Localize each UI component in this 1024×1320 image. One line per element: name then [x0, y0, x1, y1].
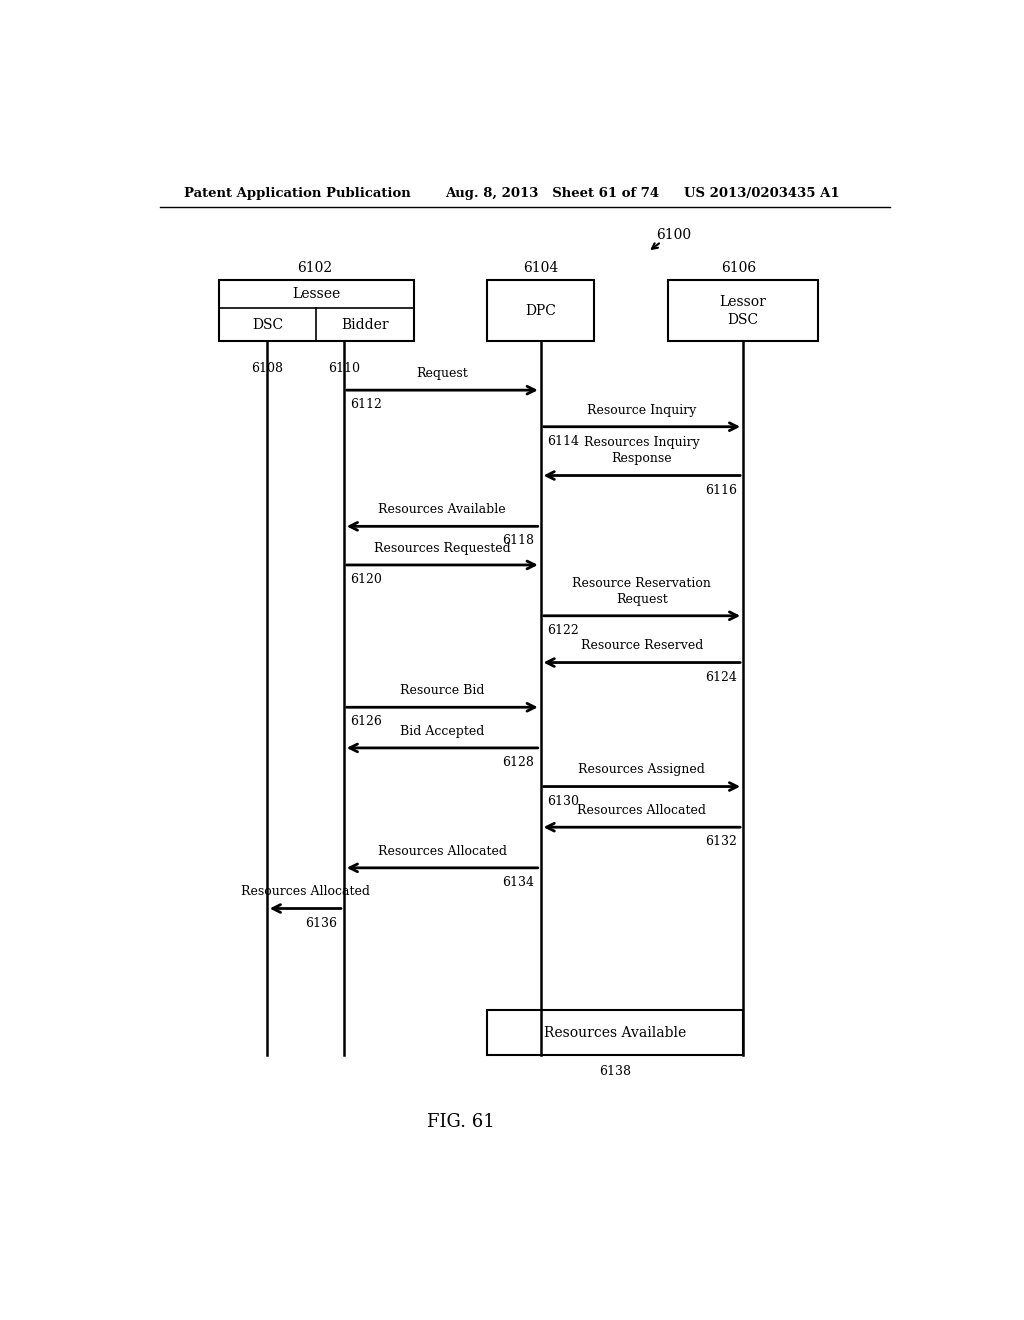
Text: 6118: 6118: [503, 535, 535, 548]
Text: 6128: 6128: [503, 756, 535, 770]
Bar: [486, 1010, 743, 1055]
Text: Resources Allocated: Resources Allocated: [378, 845, 507, 858]
Text: Lessor
DSC: Lessor DSC: [720, 294, 767, 327]
Text: 6134: 6134: [503, 876, 535, 888]
Text: Resources Allocated: Resources Allocated: [241, 886, 370, 899]
Text: Aug. 8, 2013   Sheet 61 of 74: Aug. 8, 2013 Sheet 61 of 74: [445, 187, 659, 201]
Text: Resource Reserved: Resource Reserved: [581, 639, 703, 652]
Bar: [219, 280, 414, 342]
Text: Bidder: Bidder: [341, 318, 389, 331]
Text: US 2013/0203435 A1: US 2013/0203435 A1: [684, 187, 839, 201]
Text: 6104: 6104: [523, 261, 558, 276]
Text: 6138: 6138: [599, 1065, 631, 1078]
Bar: [668, 280, 818, 342]
Text: Patent Application Publication: Patent Application Publication: [183, 187, 411, 201]
Text: 6136: 6136: [305, 916, 338, 929]
Text: Lessee: Lessee: [293, 286, 341, 301]
Text: Resources Inquiry
Response: Resources Inquiry Response: [584, 437, 699, 466]
Text: 6108: 6108: [251, 362, 283, 375]
Text: 6130: 6130: [547, 795, 579, 808]
Text: 6122: 6122: [547, 624, 579, 638]
Text: Resources Available: Resources Available: [379, 503, 506, 516]
Text: DPC: DPC: [525, 304, 556, 318]
Text: Resource Bid: Resource Bid: [400, 684, 484, 697]
Text: Resources Assigned: Resources Assigned: [579, 763, 706, 776]
Text: Resource Inquiry: Resource Inquiry: [587, 404, 696, 417]
Text: Resources Allocated: Resources Allocated: [578, 804, 707, 817]
Text: DSC: DSC: [252, 318, 284, 331]
Text: 6126: 6126: [350, 715, 382, 729]
Text: 6114: 6114: [547, 434, 579, 447]
Text: Request: Request: [417, 367, 468, 380]
Text: 6102: 6102: [297, 261, 332, 276]
Text: Resources Available: Resources Available: [544, 1026, 686, 1040]
Text: 6120: 6120: [350, 573, 382, 586]
Text: 6124: 6124: [705, 671, 736, 684]
Text: 6112: 6112: [350, 399, 382, 412]
Text: 6132: 6132: [705, 836, 736, 849]
Text: 6100: 6100: [655, 228, 691, 242]
Text: Resources Requested: Resources Requested: [374, 541, 511, 554]
Text: FIG. 61: FIG. 61: [427, 1113, 496, 1131]
Text: Resource Reservation
Request: Resource Reservation Request: [572, 577, 712, 606]
Text: Bid Accepted: Bid Accepted: [400, 725, 484, 738]
Text: 6116: 6116: [705, 483, 736, 496]
Text: 6106: 6106: [722, 261, 757, 276]
Text: 6110: 6110: [328, 362, 359, 375]
Bar: [486, 280, 594, 342]
